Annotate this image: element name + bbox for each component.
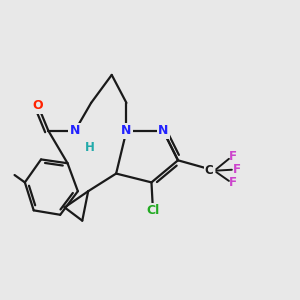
Text: N: N	[121, 124, 132, 137]
Text: C: C	[205, 164, 213, 177]
Text: N: N	[70, 124, 80, 137]
Text: F: F	[228, 150, 236, 163]
Text: F: F	[228, 176, 236, 190]
Text: F: F	[233, 163, 241, 176]
Text: O: O	[33, 99, 44, 112]
Text: Cl: Cl	[146, 204, 160, 217]
Text: H: H	[85, 141, 94, 154]
Text: N: N	[158, 124, 168, 137]
